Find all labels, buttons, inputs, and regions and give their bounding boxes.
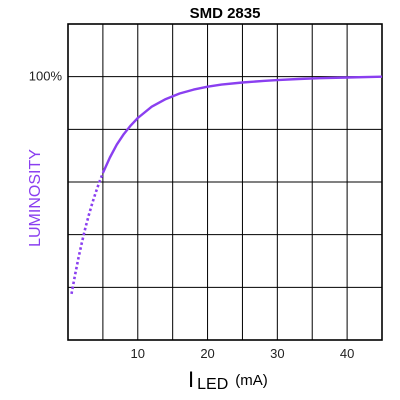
x-axis-label-unit: (mA) [235, 372, 268, 389]
y-tick-labels: 100% [29, 69, 63, 84]
x-axis-label-subscript: LED [197, 376, 228, 393]
x-tick-label: 20 [200, 346, 214, 361]
x-tick-labels: 10 20 30 40 [131, 346, 355, 361]
y-tick-label: 100% [29, 69, 63, 84]
y-axis-label: LUMINOSITY [27, 149, 44, 247]
chart-title: SMD 2835 [190, 5, 261, 22]
luminosity-curve [70, 75, 383, 295]
curve-segment-dotted [70, 172, 105, 295]
x-tick-label: 40 [340, 346, 354, 361]
grid [68, 24, 382, 340]
plot-frame [67, 23, 383, 341]
curve-segment-solid [101, 75, 383, 174]
x-axis-label: I LED (mA) [188, 367, 268, 393]
x-tick-label: 30 [270, 346, 284, 361]
x-tick-label: 10 [131, 346, 145, 361]
x-axis-label-main: I [188, 367, 194, 392]
